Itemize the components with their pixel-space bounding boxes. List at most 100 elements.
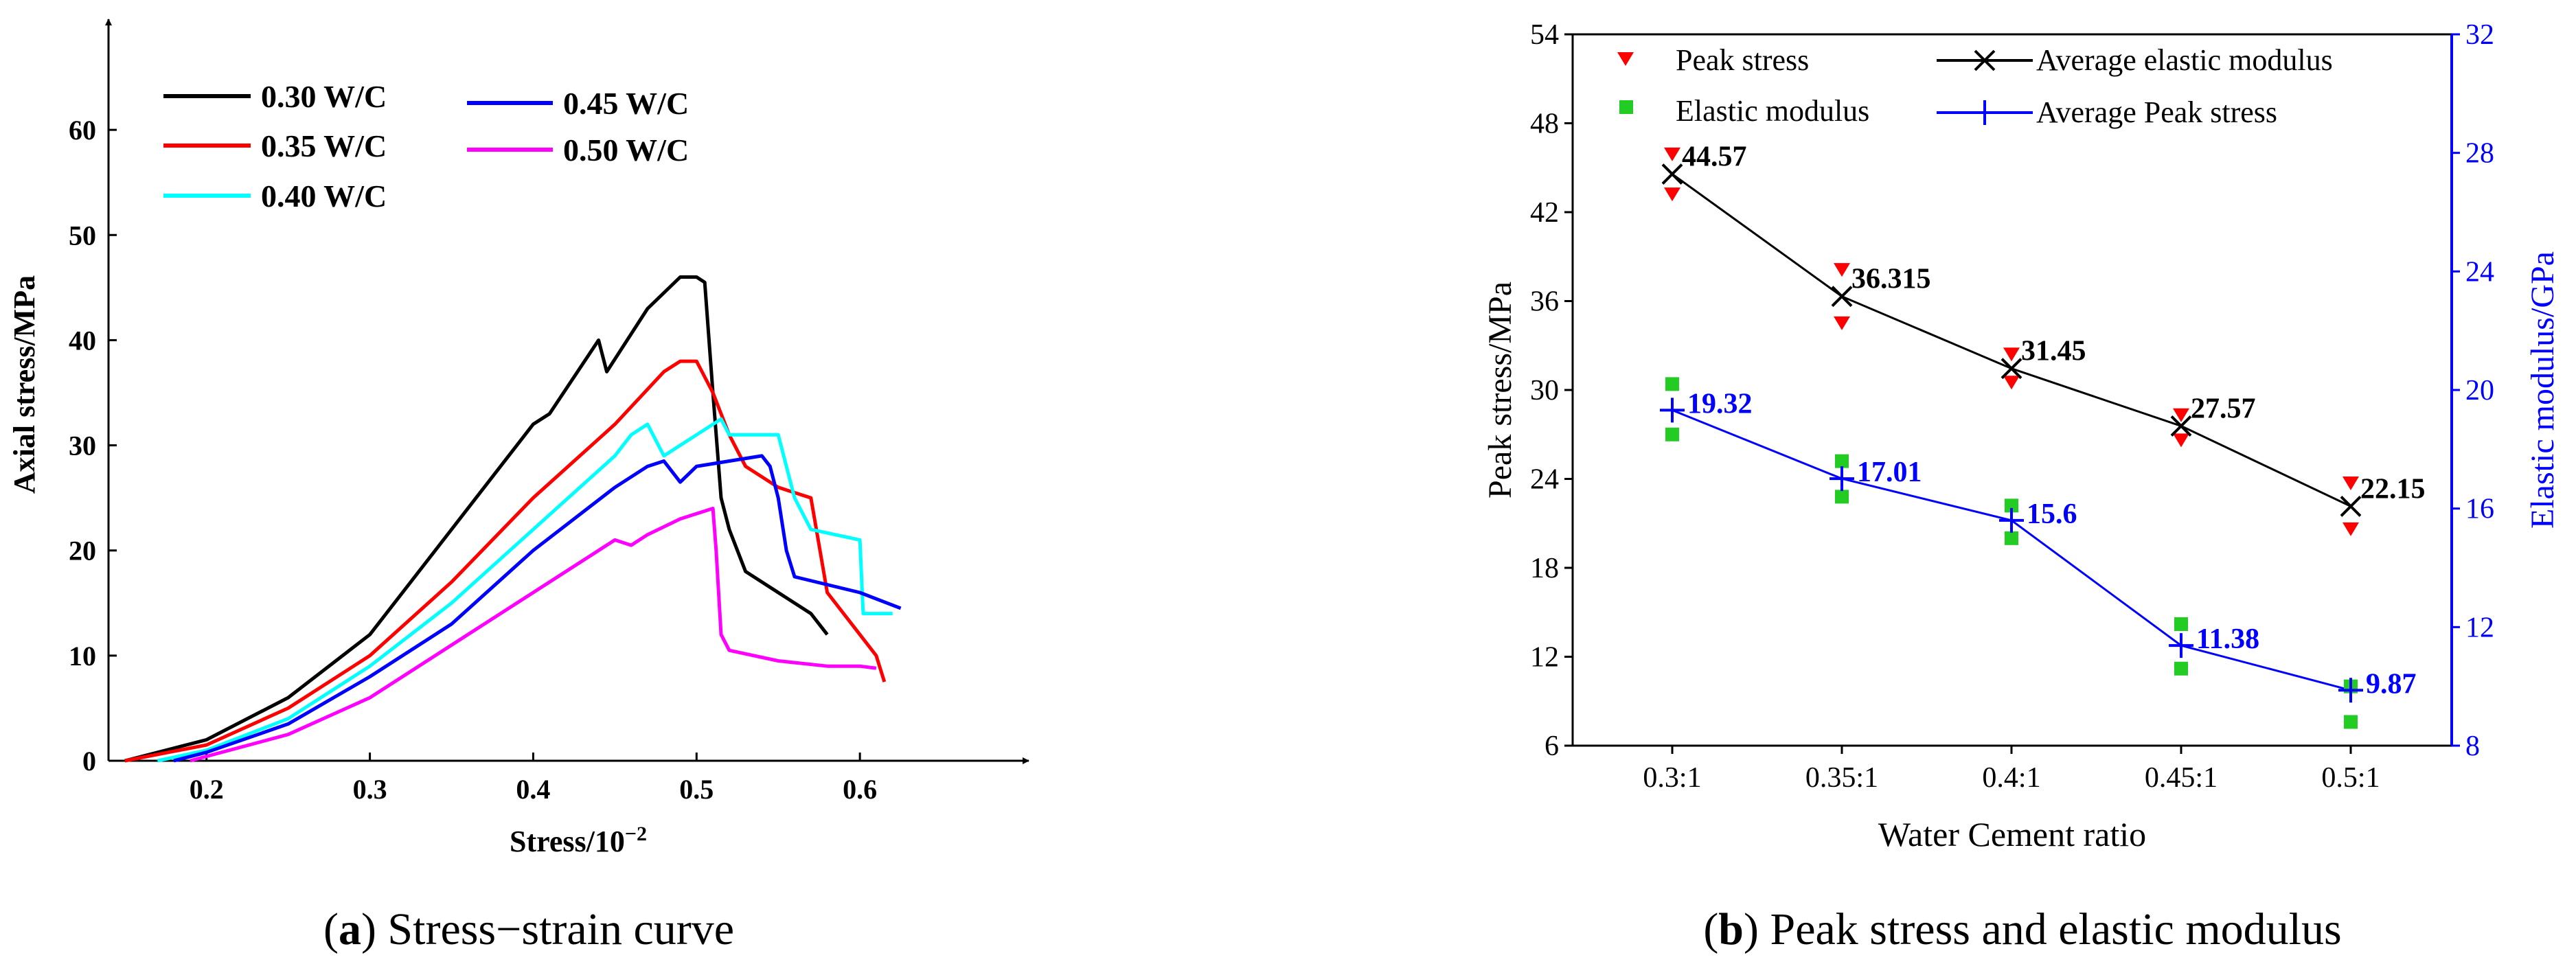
series-line-0-50-w-c bbox=[190, 507, 877, 763]
panel-b-y-tick-label: 36 bbox=[1530, 286, 1559, 318]
point-elastic-modulus bbox=[2005, 531, 2018, 545]
panel-b-y-tick-label: 54 bbox=[1530, 19, 1559, 51]
panel-a-y-tick-label: 20 bbox=[69, 536, 96, 566]
label-average-elastic-modulus: 31.45 bbox=[2021, 336, 2086, 367]
panel-b-x-tick-label: 0.45:1 bbox=[2145, 762, 2218, 794]
legend-label-0-40-wc: 0.40 W/C bbox=[261, 179, 387, 214]
panel-b-series: 44.57 36.315 31.45 27.57 22.15 19.32 17.01 15.6… bbox=[1660, 141, 2426, 729]
point-peak-stress bbox=[2343, 522, 2359, 536]
panel-a-y-tick-label: 0 bbox=[82, 746, 96, 777]
marker-average-elastic-modulus bbox=[2001, 358, 2022, 380]
point-elastic-modulus bbox=[2174, 661, 2188, 676]
marker-average-elastic-modulus bbox=[1831, 286, 1853, 308]
panel-b-y-tick-label: 30 bbox=[1530, 375, 1559, 406]
legend-marker-avg-elastic-modulus bbox=[1974, 49, 1996, 71]
series-line-0-40-w-c bbox=[157, 417, 893, 763]
point-peak-stress bbox=[1834, 263, 1850, 277]
panel-b-peak-stress-chart: 6 12 18 24 30 36 42 48 54 8 12 16 20 24 28 32 0.3:1 0.35:… bbox=[1482, 19, 2561, 954]
panel-b-x-axis-label: Water Cement ratio bbox=[1878, 815, 2146, 853]
panel-b-y-tick-label: 42 bbox=[1530, 197, 1559, 229]
legend-marker-elastic-modulus bbox=[1619, 100, 1633, 114]
legend-label-0-50-wc: 0.50 W/C bbox=[563, 133, 689, 168]
point-peak-stress bbox=[1834, 316, 1850, 330]
point-peak-stress bbox=[2003, 347, 2020, 362]
label-average-elastic-modulus: 44.57 bbox=[1682, 141, 1747, 173]
panel-b-y2-tick-label: 12 bbox=[2465, 612, 2494, 643]
legend-label-0-35-wc: 0.35 W/C bbox=[261, 128, 387, 163]
panel-a-caption: (a) Stress−strain curve bbox=[323, 904, 734, 954]
panel-b-y-tick-label: 18 bbox=[1530, 553, 1559, 584]
panel-a-y-tick-label: 50 bbox=[69, 220, 96, 251]
legend-label-peak-stress: Peak stress bbox=[1676, 43, 1809, 77]
panel-b-y-tick-label: 24 bbox=[1530, 464, 1559, 496]
point-elastic-modulus bbox=[2344, 715, 2358, 729]
panel-a-ticks: 0.2 0.3 0.4 0.5 0.6 0 10 20 30 40 50 60 bbox=[69, 115, 877, 805]
marker-average-elastic-modulus bbox=[2340, 496, 2362, 517]
series-line-0-35-w-c bbox=[124, 359, 887, 763]
legend-marker-avg-peak-stress bbox=[1972, 100, 1997, 125]
panel-a-stress-strain-chart: 0.2 0.3 0.4 0.5 0.6 0 10 20 30 40 50 60 Axial stres… bbox=[8, 19, 1029, 954]
panel-a-x-tick-label: 0.3 bbox=[353, 774, 387, 805]
legend-label-0-30-wc: 0.30 W/C bbox=[261, 79, 387, 114]
panel-a-y-tick-label: 40 bbox=[69, 325, 96, 356]
panel-b-y2-tick-label: 8 bbox=[2465, 731, 2480, 762]
panel-b-ticks: 6 12 18 24 30 36 42 48 54 8 12 16 20 24 28 32 0.3:1 0.35:… bbox=[1530, 19, 2494, 794]
point-peak-stress bbox=[2173, 408, 2189, 422]
point-elastic-modulus bbox=[1835, 454, 1849, 468]
point-peak-stress bbox=[2003, 376, 2020, 390]
legend-label-0-45-wc: 0.45 W/C bbox=[563, 86, 689, 121]
label-average-peak-stress: 9.87 bbox=[2366, 668, 2417, 700]
label-average-peak-stress: 17.01 bbox=[1857, 457, 1922, 488]
panel-b-x-tick-label: 0.35:1 bbox=[1805, 762, 1878, 794]
label-average-elastic-modulus: 22.15 bbox=[2360, 473, 2426, 505]
panel-b-y-axis-label: Peak stress/MPa bbox=[1482, 282, 1518, 498]
point-elastic-modulus bbox=[2174, 617, 2188, 632]
panel-a-x-tick-label: 0.6 bbox=[843, 774, 877, 805]
label-average-peak-stress: 11.38 bbox=[2196, 623, 2259, 655]
marker-average-elastic-modulus bbox=[1661, 163, 1683, 185]
label-average-elastic-modulus: 27.57 bbox=[2191, 393, 2256, 424]
panel-b-y-tick-label: 48 bbox=[1530, 108, 1559, 140]
panel-b-y2-tick-label: 28 bbox=[2465, 138, 2494, 170]
panel-b-y2-tick-label: 32 bbox=[2465, 19, 2494, 51]
series-line-0-45-w-c bbox=[173, 454, 902, 763]
label-average-elastic-modulus: 36.315 bbox=[1851, 264, 1931, 295]
label-average-peak-stress: 15.6 bbox=[2027, 498, 2077, 530]
point-elastic-modulus bbox=[1665, 427, 1679, 441]
series-line-0-30-w-c bbox=[124, 275, 829, 763]
series-line-average-elastic-modulus bbox=[1672, 173, 2351, 507]
marker-average-elastic-modulus bbox=[2170, 415, 2192, 437]
point-peak-stress bbox=[1664, 187, 1680, 202]
panel-b-legend: Peak stress Elastic modulus Average elas… bbox=[1617, 43, 2333, 129]
panel-b-y-tick-label: 12 bbox=[1530, 642, 1559, 674]
point-peak-stress bbox=[1664, 147, 1680, 161]
panel-a-x-tick-label: 0.4 bbox=[516, 774, 550, 805]
panel-b-y2-tick-label: 16 bbox=[2465, 494, 2494, 525]
legend-marker-peak-stress bbox=[1617, 52, 1634, 66]
marker-average-peak-stress bbox=[2169, 633, 2193, 658]
panel-a-y-tick-label: 60 bbox=[69, 115, 96, 146]
point-elastic-modulus bbox=[1835, 490, 1849, 504]
panel-b-x-tick-label: 0.3:1 bbox=[1643, 762, 1701, 794]
panel-a-x-tick-label: 0.2 bbox=[190, 774, 224, 805]
legend-label-avg-peak-stress: Average Peak stress bbox=[2036, 95, 2277, 129]
panel-b-y-tick-label: 6 bbox=[1545, 731, 1559, 762]
point-elastic-modulus bbox=[2005, 498, 2018, 513]
panel-a-y-axis-label: Axial stress/MPa bbox=[8, 275, 41, 494]
marker-average-peak-stress bbox=[1999, 507, 2024, 533]
legend-label-avg-elastic-modulus: Average elastic modulus bbox=[2036, 43, 2333, 77]
legend-label-elastic-modulus: Elastic modulus bbox=[1676, 94, 1869, 128]
marker-average-peak-stress bbox=[2338, 678, 2363, 703]
marker-average-peak-stress bbox=[1660, 398, 1685, 423]
panel-a-x-tick-label: 0.5 bbox=[679, 774, 714, 805]
panel-a-legend: 0.30 W/C 0.35 W/C 0.40 W/C 0.45 W/C 0.50… bbox=[163, 79, 689, 214]
point-elastic-modulus bbox=[1665, 377, 1679, 391]
panel-a-y-tick-label: 10 bbox=[69, 641, 96, 672]
point-peak-stress bbox=[2343, 476, 2359, 490]
panel-a-series bbox=[124, 275, 902, 763]
panel-b-y2-axis-label: Elastic modulus/GPa bbox=[2524, 251, 2561, 529]
panel-b-caption: (b) Peak stress and elastic modulus bbox=[1703, 904, 2341, 954]
panel-b-x-tick-label: 0.4:1 bbox=[1982, 762, 2040, 794]
point-peak-stress bbox=[2173, 433, 2189, 448]
